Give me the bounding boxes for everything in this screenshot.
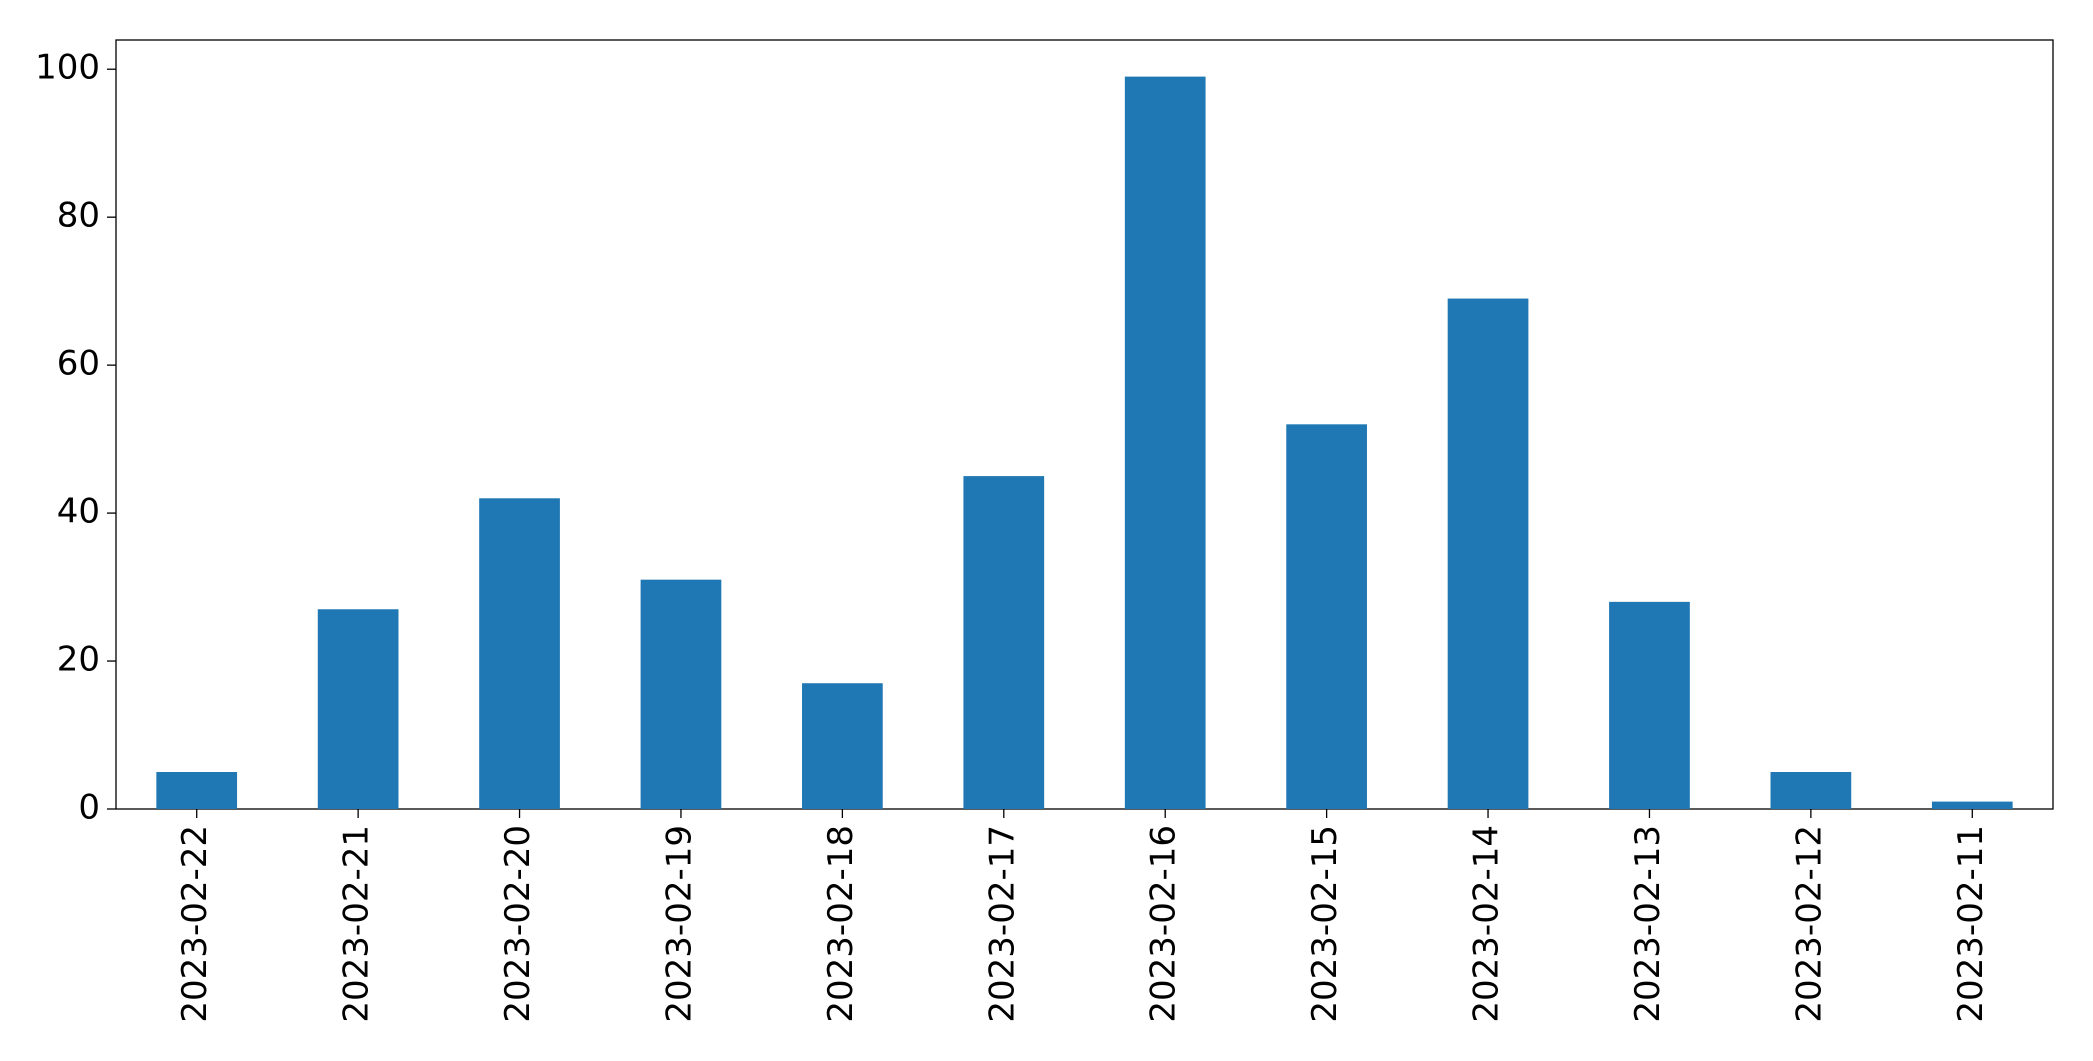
x-tick-label: 2023-02-11 (1951, 825, 1991, 1023)
bar (156, 772, 238, 809)
y-tick-label: 100 (35, 48, 100, 88)
bar (317, 609, 399, 809)
y-tick-label: 20 (57, 640, 100, 680)
x-tick-label: 2023-02-18 (821, 825, 861, 1023)
x-tick-label: 2023-02-14 (1467, 825, 1507, 1023)
bar (640, 579, 722, 809)
x-tick-label: 2023-02-16 (1144, 825, 1184, 1023)
x-tick-label: 2023-02-12 (1789, 825, 1829, 1023)
bar (1286, 424, 1367, 809)
x-tick-label: 2023-02-19 (659, 825, 699, 1023)
bar (963, 476, 1045, 809)
x-tick-label: 2023-02-17 (982, 825, 1022, 1023)
x-tick-label: 2023-02-20 (498, 825, 538, 1023)
x-tick-label: 2023-02-13 (1628, 825, 1668, 1023)
plot-frame (115, 39, 2054, 810)
y-tick-label: 40 (57, 492, 100, 532)
bar (1931, 801, 2013, 809)
bar (1770, 772, 1852, 809)
x-tick-label: 2023-02-15 (1305, 825, 1345, 1023)
x-tick-label: 2023-02-21 (337, 825, 377, 1023)
bar (1609, 601, 1690, 809)
y-tick-label: 80 (57, 196, 100, 236)
y-tick-label: 0 (78, 788, 100, 828)
bar (1447, 298, 1529, 809)
x-tick-label: 2023-02-22 (175, 825, 215, 1023)
bar (1124, 76, 1206, 810)
bar (479, 498, 560, 809)
y-tick-label: 60 (57, 344, 100, 384)
bar (802, 683, 883, 809)
